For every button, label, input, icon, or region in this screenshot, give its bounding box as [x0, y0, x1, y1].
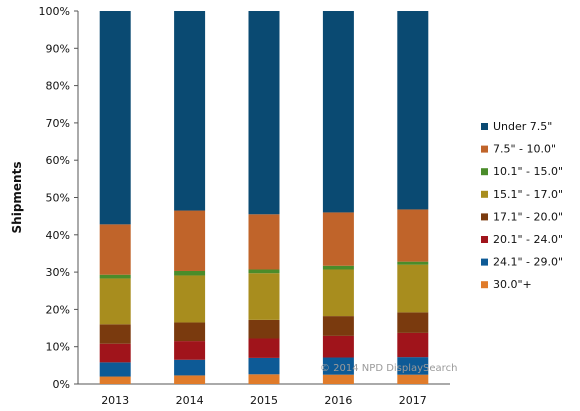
x-tick-labels: 2013 2014 2015 2016 2017	[101, 394, 427, 407]
legend-label: 30.0"+	[493, 278, 532, 291]
bar-segment	[99, 376, 131, 384]
bar-segment	[322, 212, 354, 266]
legend-swatch	[481, 168, 488, 176]
y-tick-label: 100%	[39, 5, 70, 18]
bar-segment	[248, 357, 280, 375]
bar-segment	[99, 11, 131, 225]
legend-swatch	[481, 236, 488, 243]
bar-segment	[322, 269, 354, 317]
legend-swatch	[481, 123, 488, 130]
bar-segment	[397, 357, 429, 375]
legend: Under 7.5" 7.5" - 10.0" 10.1" - 15.0" 15.1"…	[481, 120, 563, 291]
bar-segment	[99, 278, 131, 325]
bar-segment	[99, 343, 131, 363]
bar-segment	[174, 341, 206, 360]
bar-segment	[322, 357, 354, 375]
bar-segment	[248, 269, 280, 274]
y-tick-label: 50%	[46, 192, 70, 205]
bar-segment	[174, 270, 206, 276]
bar-segment	[174, 210, 206, 271]
bar-segment	[397, 209, 429, 262]
bar-segment	[99, 362, 131, 377]
x-tick-label: 2017	[399, 394, 427, 407]
bar-segment	[99, 224, 131, 275]
y-tick-label: 90%	[46, 42, 70, 55]
bar-segment	[322, 335, 354, 358]
bar-segment	[174, 359, 206, 376]
bar-segment	[248, 11, 280, 215]
legend-swatch	[481, 145, 488, 153]
x-tick-label: 2016	[324, 394, 352, 407]
legend-swatch	[481, 213, 488, 221]
bar-segment	[174, 322, 206, 342]
bar-segment	[322, 374, 354, 384]
bar-segment	[397, 11, 429, 210]
bar-segment	[322, 265, 354, 270]
legend-swatch	[481, 258, 488, 266]
y-tick-label: 30%	[46, 266, 70, 279]
bar-segment	[248, 374, 280, 384]
bar-segment	[174, 275, 206, 323]
y-tick-label: 40%	[46, 229, 70, 242]
bar-segment	[397, 374, 429, 384]
bar-segment	[174, 375, 206, 384]
legend-label: 20.1" - 24.0"	[493, 233, 563, 246]
y-tick-label: 0%	[53, 378, 70, 391]
x-tick-label: 2015	[250, 394, 278, 407]
bar-segment	[322, 316, 354, 336]
bar-segment	[248, 273, 280, 320]
legend-label: 10.1" - 15.0"	[493, 165, 563, 178]
bar-segment	[397, 332, 429, 358]
bar-segment	[397, 312, 429, 333]
bars-group	[99, 11, 429, 384]
bar-segment	[99, 324, 131, 344]
x-tick-label: 2014	[176, 394, 204, 407]
legend-swatch	[481, 190, 488, 198]
legend-label: 15.1" - 17.0"	[493, 188, 563, 201]
bar-segment	[248, 319, 280, 339]
y-tick-label: 60%	[46, 154, 70, 167]
legend-swatch	[481, 281, 488, 289]
y-tick-label: 20%	[46, 303, 70, 316]
y-tick-label: 10%	[46, 341, 70, 354]
y-tick-label: 70%	[46, 117, 70, 130]
bar-segment	[248, 214, 280, 270]
bar-segment	[397, 261, 429, 265]
legend-label: 17.1" - 20.0"	[493, 210, 563, 223]
legend-label: 24.1" - 29.0"	[493, 256, 563, 269]
bar-segment	[99, 274, 131, 279]
bar-segment	[322, 11, 354, 213]
y-tick-labels: 0% 10% 20% 30% 40% 50% 60% 70% 80% 90% 100%	[39, 5, 78, 391]
bar-segment	[397, 264, 429, 313]
y-tick-label: 80%	[46, 80, 70, 93]
copyright-watermark: © 2014 NPD DisplaySearch	[320, 363, 457, 374]
y-axis-label: Shipments	[10, 162, 24, 234]
legend-label: Under 7.5"	[493, 120, 552, 133]
legend-label: 7.5" - 10.0"	[493, 143, 556, 156]
x-tick-label: 2013	[101, 394, 129, 407]
bar-segment	[248, 338, 280, 358]
bar-segment	[174, 11, 206, 211]
